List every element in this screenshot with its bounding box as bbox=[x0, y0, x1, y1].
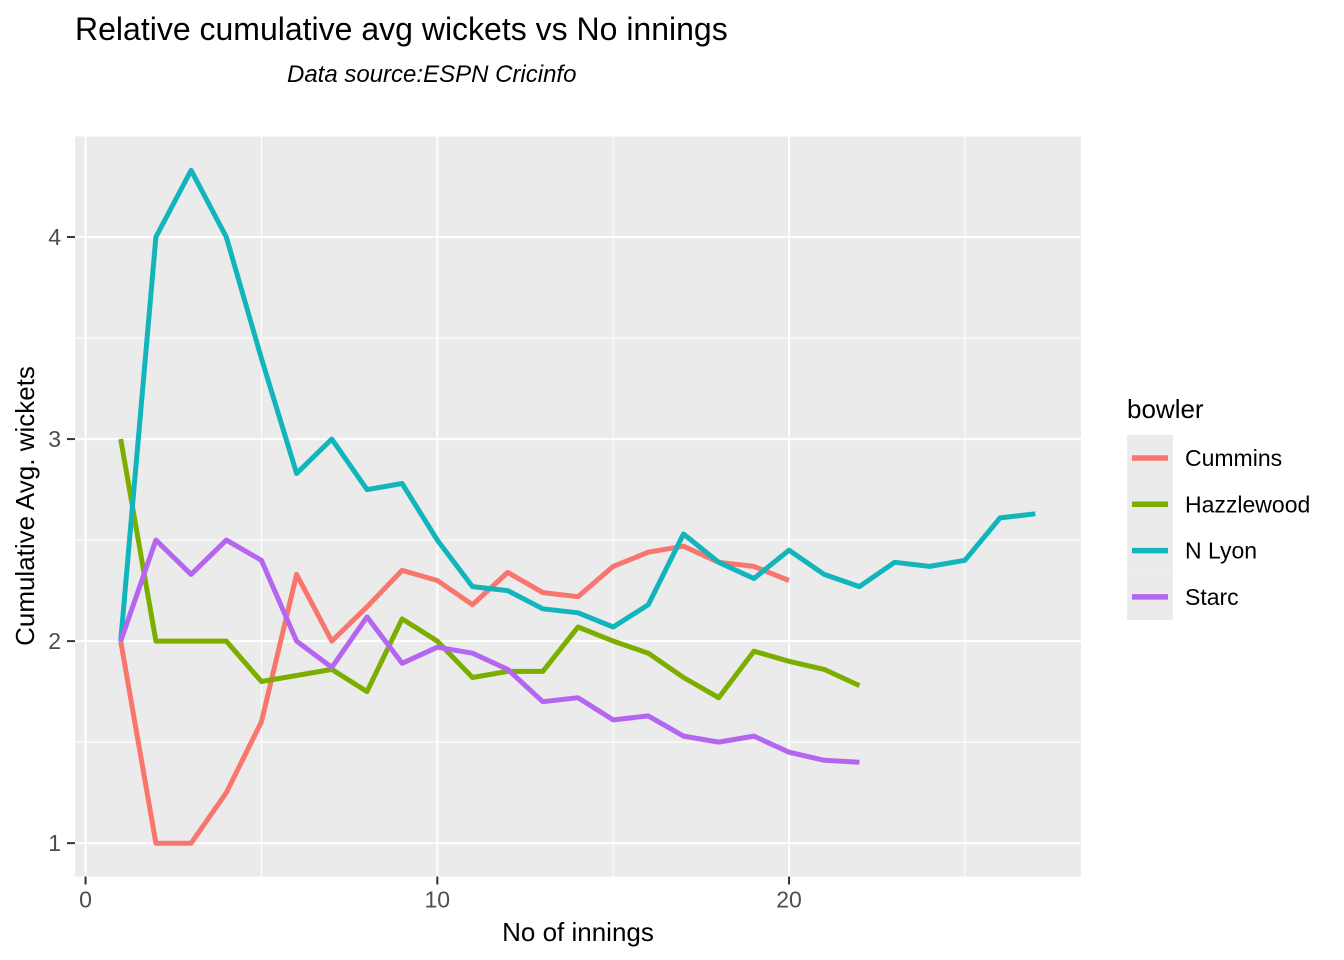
chart-subtitle: Data source:ESPN Cricinfo bbox=[287, 61, 576, 88]
y-tick-label: 2 bbox=[48, 628, 61, 654]
series-lines bbox=[118, 167, 1036, 846]
grid-minor bbox=[75, 135, 1081, 877]
y-axis-title: Cumulative Avg. wickets bbox=[10, 366, 40, 646]
x-tick-label: 0 bbox=[79, 887, 92, 913]
chart-title: Relative cumulative avg wickets vs No in… bbox=[75, 11, 728, 47]
y-tick-label: 3 bbox=[48, 426, 61, 452]
axis-ticks bbox=[67, 236, 791, 885]
y-tick-label: 4 bbox=[48, 224, 61, 250]
series-line-n-lyon bbox=[118, 167, 1036, 642]
legend-label-n-lyon: N Lyon bbox=[1185, 538, 1257, 564]
series-line-starc bbox=[118, 537, 860, 765]
legend: bowler Cummins Hazzlewood N Lyon Starc bbox=[1127, 394, 1310, 621]
legend-title: bowler bbox=[1127, 394, 1204, 424]
y-tick-label: 1 bbox=[48, 830, 61, 856]
x-tick-label: 10 bbox=[425, 887, 451, 913]
plot-panel bbox=[75, 136, 1081, 877]
legend-label-starc: Starc bbox=[1185, 584, 1239, 610]
legend-label-hazzlewood: Hazzlewood bbox=[1185, 491, 1310, 517]
series-line-hazzlewood bbox=[118, 438, 861, 701]
legend-label-cummins: Cummins bbox=[1185, 445, 1282, 471]
x-axis-title: No of innings bbox=[502, 917, 654, 947]
legend-entries: Cummins Hazzlewood N Lyon Starc bbox=[1127, 434, 1310, 621]
x-tick-label: 20 bbox=[776, 887, 802, 913]
tick-labels: 0 10 20 1 2 3 4 bbox=[48, 224, 802, 912]
